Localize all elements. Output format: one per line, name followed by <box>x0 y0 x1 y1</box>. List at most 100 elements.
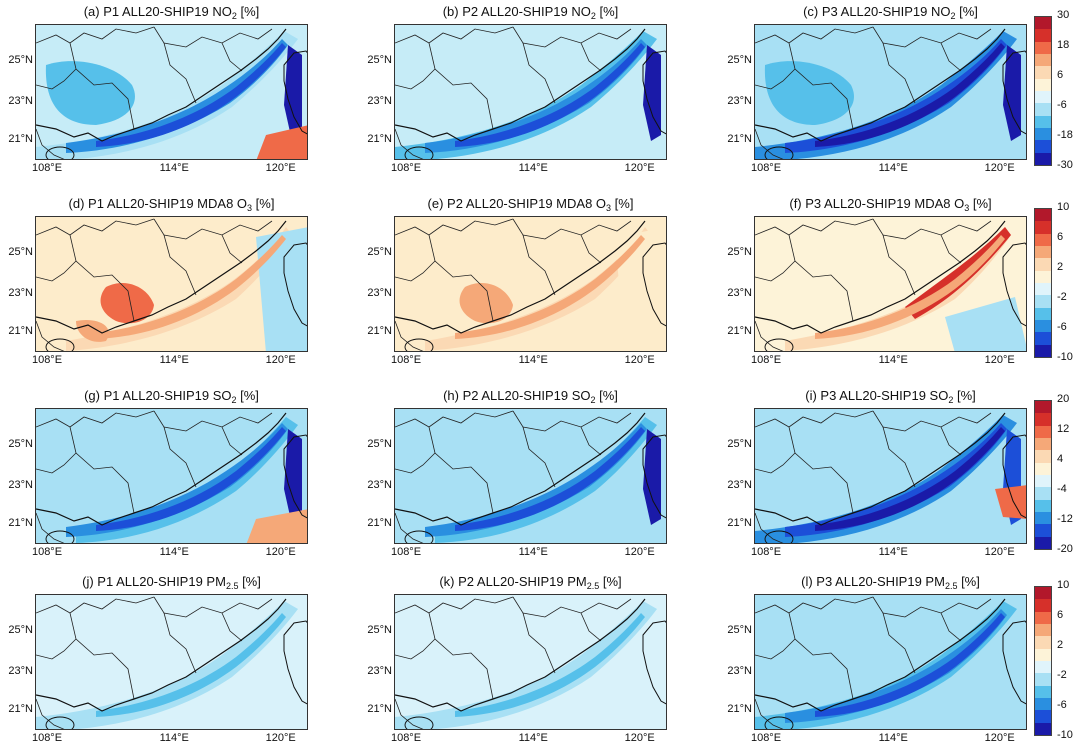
lat-tick-label: 23°N <box>367 286 392 299</box>
lon-tick-label: 108°E <box>750 546 782 558</box>
province-boundary <box>69 234 135 322</box>
province-boundary <box>153 596 273 618</box>
taiwan-outline <box>642 50 666 135</box>
province-boundary <box>36 638 77 660</box>
colorbar-swatch <box>1035 332 1051 346</box>
field-contour <box>256 125 307 159</box>
province-boundary <box>522 612 556 674</box>
province-boundary <box>755 68 796 90</box>
lat-tick-label: 25°N <box>367 245 392 258</box>
province-boundary <box>395 320 424 351</box>
hainan-outline <box>764 338 794 351</box>
province-boundary <box>395 596 514 614</box>
province-boundary <box>163 426 197 488</box>
map-background <box>395 25 666 159</box>
colorbar-swatch <box>1035 450 1051 464</box>
colorbar-tick-label: -6 <box>1057 99 1067 111</box>
province-boundary <box>395 128 424 159</box>
province-boundary <box>755 638 796 660</box>
taiwan-outline <box>642 620 666 705</box>
province-boundary <box>163 612 197 674</box>
lon-tick-label: 114°E <box>159 162 189 174</box>
map-field <box>395 595 666 729</box>
colorbar-tick-label: 10 <box>1057 579 1070 591</box>
colorbar-swatch <box>1035 209 1051 222</box>
field-contour <box>284 429 302 525</box>
province-boundary <box>153 410 273 432</box>
colorbar-tick-label: -20 <box>1057 543 1073 555</box>
panel-title: (k) P2 ALL20-SHIP19 PM2.5 [%] <box>439 574 622 591</box>
lat-tick-label: 21°N <box>727 132 752 145</box>
lon-tick-label: 108°E <box>390 354 422 366</box>
colorbar-tick-label: -2 <box>1057 291 1067 303</box>
field-contour <box>246 509 307 543</box>
province-boundary <box>36 410 155 428</box>
colorbar-swatch <box>1035 413 1051 427</box>
province-boundary <box>580 426 602 456</box>
field-contour <box>459 283 513 324</box>
colorbar-swatch <box>1035 258 1051 272</box>
lon-tick-label: 108°E <box>31 546 63 558</box>
lat-tick-label: 25°N <box>8 53 33 66</box>
lon-tick-label: 114°E <box>878 162 908 174</box>
lat-tick-label: 23°N <box>727 94 752 107</box>
lat-tick-label: 25°N <box>727 437 752 450</box>
province-boundary <box>580 612 602 642</box>
province-boundary <box>36 218 155 236</box>
colorbar-swatch <box>1035 648 1051 662</box>
hainan-outline <box>404 338 434 351</box>
colorbar-swatch <box>1035 115 1051 129</box>
province-boundary <box>755 320 784 351</box>
coastline <box>36 412 287 526</box>
province-boundary <box>221 426 243 456</box>
province-boundary <box>395 512 424 543</box>
province-boundary <box>428 234 494 322</box>
colorbar-swatch <box>1035 673 1051 687</box>
lat-tick-label: 25°N <box>367 53 392 66</box>
province-boundary <box>153 26 273 48</box>
colorbar <box>1034 400 1052 550</box>
colorbar-swatch <box>1035 246 1051 259</box>
province-boundary <box>69 426 135 514</box>
colorbar-tick-label: 10 <box>1057 201 1070 213</box>
hainan-outline <box>404 146 434 159</box>
field-contour <box>425 39 647 153</box>
hainan-outline <box>404 716 434 729</box>
lon-tick-label: 120°E <box>624 162 655 174</box>
province-boundary <box>512 410 632 432</box>
lon-tick-label: 114°E <box>518 546 548 558</box>
province-boundary <box>512 596 632 618</box>
colorbar-tick-label: -6 <box>1057 699 1067 711</box>
province-boundary <box>882 234 916 296</box>
colorbar-swatch <box>1035 295 1051 309</box>
colorbar-tick-label: -10 <box>1057 729 1073 741</box>
province-boundary <box>755 698 784 729</box>
colorbar-tick-label: 30 <box>1057 9 1070 21</box>
map-panel <box>754 594 1027 730</box>
lat-tick-label: 25°N <box>367 437 392 450</box>
field-contour <box>945 297 1026 351</box>
map-background <box>395 595 666 729</box>
colorbar-tick-label: -6 <box>1057 321 1067 333</box>
field-contour <box>100 283 154 324</box>
colorbar-swatch <box>1035 401 1051 414</box>
colorbar-swatch <box>1035 512 1051 525</box>
lon-tick-label: 108°E <box>31 732 63 744</box>
colorbar-swatch <box>1035 41 1051 55</box>
colorbar-swatch <box>1035 128 1051 141</box>
lon-tick-label: 114°E <box>518 732 548 744</box>
panel-title: (d) P1 ALL20-SHIP19 MDA8 O3 [%] <box>68 196 275 213</box>
colorbar-swatch <box>1035 91 1051 104</box>
hainan-outline <box>404 530 434 543</box>
field-contour <box>425 423 647 537</box>
lon-tick-label: 108°E <box>390 732 422 744</box>
lon-tick-label: 120°E <box>265 354 296 366</box>
lon-tick-label: 120°E <box>984 162 1015 174</box>
province-boundary <box>755 596 874 614</box>
field-contour <box>643 45 661 141</box>
colorbar-swatch <box>1035 722 1051 736</box>
province-boundary <box>428 42 494 130</box>
lat-tick-label: 23°N <box>367 664 392 677</box>
hainan-outline <box>764 530 794 543</box>
